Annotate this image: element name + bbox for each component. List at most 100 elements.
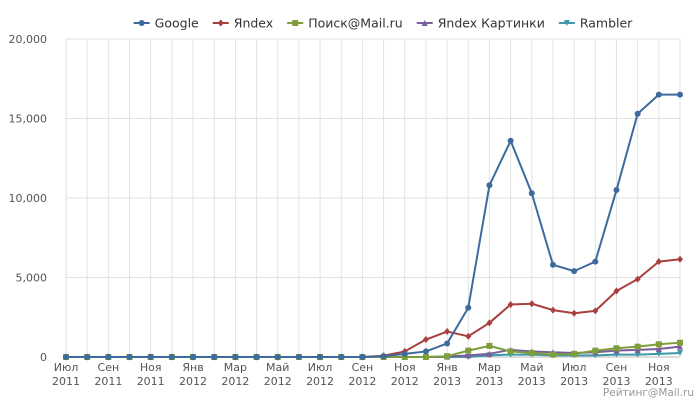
data-point	[592, 258, 599, 265]
x-tick-year: 2012	[348, 375, 376, 388]
x-tick-year: 2013	[602, 375, 630, 388]
data-point	[634, 343, 641, 350]
data-point	[549, 351, 556, 358]
data-point	[422, 348, 429, 355]
data-point	[655, 346, 662, 353]
x-tick-year: 2013	[518, 375, 546, 388]
legend-swatch-marker	[217, 19, 224, 27]
x-tick-month: Май	[266, 361, 289, 374]
x-tick-month: Мар	[478, 361, 501, 374]
y-tick-label: 20,000	[9, 33, 48, 46]
legend-label: Яndex	[234, 16, 273, 31]
data-point	[634, 351, 641, 358]
credit-label: Рейтинг@Mail.ru	[603, 387, 694, 399]
y-tick-label: 15,000	[9, 113, 48, 126]
data-point	[190, 354, 197, 360]
data-point	[486, 319, 493, 327]
legend-item: Поиск@Mail.ru	[287, 16, 403, 31]
data-point	[359, 354, 366, 360]
legend-item: Google	[133, 16, 199, 31]
legend-swatch-marker	[563, 20, 570, 26]
x-tick-month: Янв	[182, 361, 203, 374]
data-point	[274, 354, 281, 360]
grid	[65, 38, 681, 358]
data-point	[655, 258, 662, 266]
data-point	[401, 354, 408, 360]
data-point	[677, 343, 683, 350]
legend: Google Яndex Поиск@Mail.ru Яndex Картинки Ra…	[133, 16, 633, 31]
x-tick-month: Ноя	[140, 361, 162, 374]
legend-swatch-marker	[138, 20, 145, 26]
series-line	[66, 258, 681, 358]
x-tick-year: 2011	[137, 375, 165, 388]
data-point	[105, 354, 112, 360]
data-point	[380, 353, 387, 360]
data-point	[613, 187, 620, 194]
data-point	[528, 300, 535, 308]
x-tick-year: 2012	[179, 375, 207, 388]
legend-label: Поиск@Mail.ru	[308, 16, 403, 31]
data-point	[338, 354, 345, 360]
x-axis: Июл2011Сен2011Ноя2011Янв2012Мар2012Май20…	[52, 361, 673, 388]
x-tick-month: Ноя	[394, 361, 416, 374]
legend-item: Rambler	[558, 16, 633, 31]
y-tick-label: 5,000	[16, 272, 48, 285]
series-0	[63, 91, 683, 360]
legend-swatch-marker	[292, 20, 299, 26]
y-tick-label: 0	[40, 351, 47, 364]
data-point	[401, 350, 408, 357]
y-axis: 0 5,000 10,000 15,000 20,000	[9, 33, 48, 364]
y-tick-label: 10,000	[9, 192, 48, 205]
legend-item: Яndex	[212, 16, 273, 31]
data-point	[528, 350, 535, 357]
x-tick-year: 2013	[475, 375, 503, 388]
x-tick-month: Ноя	[648, 361, 670, 374]
x-tick-month: Сен	[98, 361, 120, 374]
x-tick-year: 2013	[433, 375, 461, 388]
x-tick-year: 2011	[94, 375, 122, 388]
data-point	[507, 348, 514, 355]
data-point	[507, 137, 514, 144]
x-tick-month: Янв	[436, 361, 457, 374]
legend-label: Google	[155, 16, 199, 31]
legend-item: Яndex Картинки	[416, 16, 545, 31]
data-point	[486, 350, 493, 357]
data-point	[571, 309, 578, 317]
x-tick-month: Мар	[224, 361, 247, 374]
data-point	[655, 350, 662, 357]
data-point	[422, 354, 429, 360]
data-point	[549, 306, 556, 314]
x-tick-month: Май	[520, 361, 543, 374]
series-line	[66, 93, 680, 358]
data-point	[677, 339, 683, 346]
data-point	[465, 304, 472, 311]
data-point	[571, 350, 578, 357]
data-point	[486, 342, 493, 349]
data-point	[126, 354, 133, 360]
legend-swatch-marker	[421, 20, 428, 26]
x-tick-month: Сен	[606, 361, 628, 374]
x-tick-year: 2012	[221, 375, 249, 388]
data-point	[317, 354, 324, 360]
data-point	[655, 341, 662, 348]
series-1	[63, 255, 683, 361]
data-point	[677, 350, 683, 357]
data-point	[444, 328, 451, 336]
legend-label: Rambler	[580, 16, 633, 31]
data-point	[444, 353, 451, 360]
data-point	[63, 354, 69, 360]
legend-label: Яndex Картинки	[438, 16, 545, 31]
data-point	[84, 354, 91, 360]
data-point	[444, 340, 451, 347]
data-point	[528, 190, 535, 197]
data-point	[232, 354, 239, 360]
x-tick-month: Сен	[352, 361, 374, 374]
data-point	[465, 347, 472, 354]
data-point	[613, 287, 620, 295]
x-tick-month: Июл	[54, 361, 79, 374]
data-point	[634, 275, 641, 283]
data-point	[592, 307, 599, 315]
data-point	[549, 261, 556, 268]
data-point	[677, 255, 683, 263]
